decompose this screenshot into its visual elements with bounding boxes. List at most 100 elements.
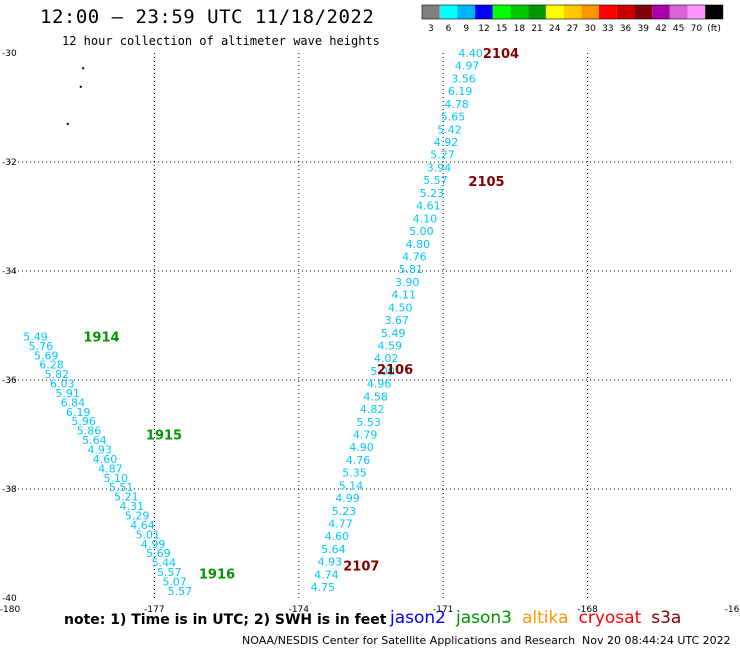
wave-height-value: 4.11 [392, 289, 417, 302]
pass-time-label: 2106 [377, 363, 413, 378]
y-tick-label: -36 [2, 376, 17, 386]
colorbar-label: 21 [531, 24, 542, 34]
colorbar-label: 6 [446, 24, 452, 34]
satellite-jason3: jason3 [456, 608, 512, 628]
wave-height-value: 5.69 [34, 349, 59, 362]
colorbar-label: 18 [514, 24, 526, 34]
wave-height-value: 5.49 [381, 327, 406, 340]
wave-height-value: 3.67 [385, 314, 410, 327]
colorbar-label: (ft) [707, 24, 721, 34]
wave-height-value: 5.69 [146, 547, 171, 560]
wave-height-value: 5.44 [152, 557, 177, 570]
wave-height-value: 4.77 [328, 518, 353, 531]
stray-point [82, 67, 85, 70]
colorbar-label: 45 [673, 24, 684, 34]
colorbar-swatch [457, 5, 476, 19]
colorbar-swatch [528, 5, 546, 19]
generated-timestamp: Nov 20 08:44:24 UTC 2022 [582, 634, 731, 647]
colorbar-swatch [616, 5, 635, 19]
chart-title: 12:00 – 23:59 UTC 11/18/2022 [40, 6, 375, 28]
y-tick-label: -34 [2, 267, 17, 277]
wave-height-value: 4.59 [377, 339, 402, 352]
wave-height-value: 4.10 [413, 212, 438, 225]
wave-height-value: 5.00 [409, 225, 434, 238]
wave-height-value: 4.87 [98, 462, 123, 475]
wave-height-value: 5.49 [23, 330, 48, 343]
colorbar-label: 30 [584, 24, 596, 34]
wave-height-value: 4.50 [388, 301, 413, 314]
pass-time-label: 2107 [343, 559, 379, 574]
wave-height-value: 5.57 [168, 585, 193, 598]
wave-height-value: 4.93 [318, 556, 343, 569]
colorbar-swatch [439, 5, 458, 19]
wave-height-value: 4.74 [314, 568, 339, 581]
x-tick-label: -180 [0, 605, 20, 615]
wave-height-value: 5.51 [109, 481, 134, 494]
wave-height-value: 5.07 [162, 575, 187, 588]
wave-height-value: 5.23 [332, 505, 357, 518]
satellite-altika: altika [522, 608, 569, 628]
wave-height-value: 4.58 [363, 390, 388, 403]
wave-height-value: 5.35 [342, 467, 367, 480]
colorbar-swatch [510, 5, 529, 19]
wave-height-value: 5.10 [103, 472, 128, 485]
wave-height-value: 5.86 [77, 425, 102, 438]
y-tick-label: -40 [2, 594, 17, 604]
wave-height-value: 5.91 [55, 387, 80, 400]
pass-time-label: 2104 [483, 47, 519, 62]
colorbar-swatch [563, 5, 582, 19]
wave-height-value: 4.78 [444, 98, 469, 111]
pass-time-label: 1916 [199, 567, 235, 582]
wave-height-value: 4.96 [367, 378, 392, 391]
wave-height-value: 5.00 [370, 365, 395, 378]
color-scale-legend: 3 6 9 12 15 18 21 24 27 30 33 36 39 42 45 70 (ft) [421, 4, 724, 34]
wave-height-value: 5.21 [114, 491, 139, 504]
wave-height-value: 5.57 [157, 566, 182, 579]
wave-height-value: 5.27 [430, 149, 455, 162]
wave-height-value: 4.76 [402, 250, 427, 263]
wave-height-value: 4.40 [458, 47, 483, 60]
colorbar-label: 24 [549, 24, 561, 34]
wave-height-value: 5.01 [136, 528, 161, 541]
wave-height-value: 5.57 [423, 174, 448, 187]
x-tick-label: -16 [725, 605, 740, 615]
colorbar-swatch [492, 5, 511, 19]
colorbar-swatch [422, 5, 440, 19]
wave-height-value: 6.84 [61, 396, 86, 409]
wave-height-value: 4.99 [335, 492, 360, 505]
wave-height-value: 3.90 [395, 276, 420, 289]
y-tick-label: -30 [2, 49, 17, 59]
wave-height-value: 4.93 [87, 444, 112, 457]
pass-time-label: 1914 [83, 330, 119, 345]
colorbar-label: 42 [655, 24, 666, 34]
wave-height-value: 5.64 [321, 543, 346, 556]
wave-height-value: 5.64 [82, 434, 107, 447]
colorbar-label: 9 [463, 24, 469, 34]
wave-height-value: 4.02 [374, 352, 399, 365]
satellite-jason2: jason2 [390, 608, 446, 628]
pass-time-label: 2105 [468, 175, 504, 190]
footer-note: note: 1) Time is in UTC; 2) SWH is in fe… [64, 612, 387, 628]
wave-height-value: 4.79 [353, 429, 378, 442]
wave-height-value: 5.96 [71, 415, 96, 428]
y-tick-label: -38 [2, 485, 17, 495]
satellite-cryosat: cryosat [578, 608, 642, 628]
colorbar-swatch [669, 5, 688, 19]
colorbar-label: 27 [567, 24, 578, 34]
wave-height-value: 4.82 [360, 403, 385, 416]
colorbar-swatch [652, 5, 670, 19]
wave-height-value: 3.56 [451, 72, 476, 85]
stray-point [66, 122, 69, 125]
wave-height-value: 4.60 [93, 453, 118, 466]
wave-height-value: 5.81 [399, 263, 424, 276]
satellite-s3a: s3a [651, 608, 682, 628]
wave-height-value: 5.82 [45, 368, 70, 381]
wave-height-value: 6.19 [448, 85, 473, 98]
x-tick-label: -168 [577, 605, 598, 615]
colorbar-label: 39 [638, 24, 650, 34]
colorbar-label: 33 [602, 24, 613, 34]
wave-height-value: 5.76 [29, 340, 54, 353]
colorbar-border [421, 4, 724, 20]
x-tick-label: -171 [433, 605, 453, 615]
